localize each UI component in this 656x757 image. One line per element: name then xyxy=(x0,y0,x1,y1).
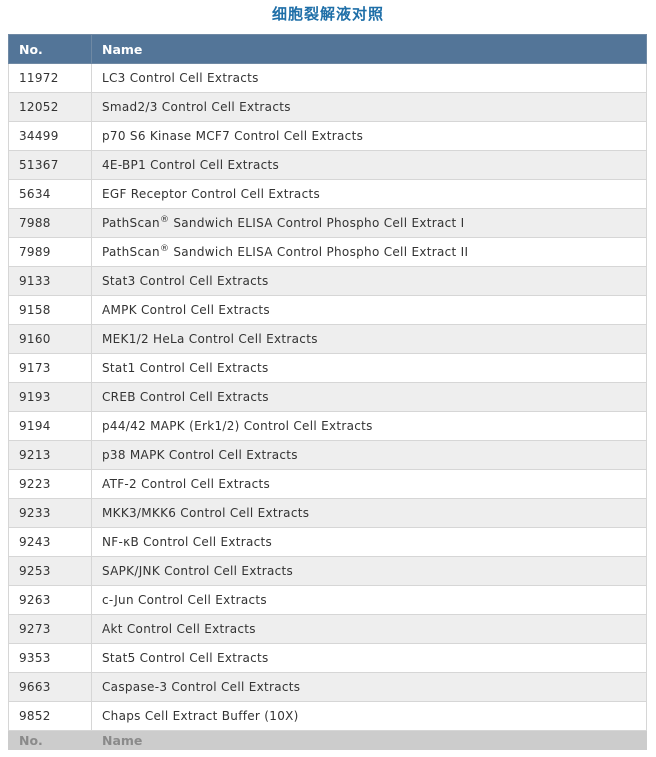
column-header-name: Name xyxy=(91,34,647,64)
cell-catalog-no: 51367 xyxy=(8,150,92,180)
cell-product-name: PathScan® Sandwich ELISA Control Phospho… xyxy=(91,208,647,238)
table-row: 7989 PathScan® Sandwich ELISA Control Pho… xyxy=(8,237,647,267)
cell-catalog-no: 9243 xyxy=(8,527,92,557)
cell-catalog-no: 9353 xyxy=(8,643,92,673)
cell-product-name: LC3 Control Cell Extracts xyxy=(91,63,647,93)
cell-product-name: Stat5 Control Cell Extracts xyxy=(91,643,647,673)
cell-product-name: MEK1/2 HeLa Control Cell Extracts xyxy=(91,324,647,354)
product-name-part: Sandwich ELISA Control Phospho Cell Extr… xyxy=(169,216,465,230)
cell-catalog-no: 9213 xyxy=(8,440,92,470)
table-row: 9353 Stat5 Control Cell Extracts xyxy=(8,643,647,673)
cell-product-name: Stat3 Control Cell Extracts xyxy=(91,266,647,296)
cell-catalog-no: 7988 xyxy=(8,208,92,238)
cell-catalog-no: 9173 xyxy=(8,353,92,383)
table-row: 9852 Chaps Cell Extract Buffer (10X) xyxy=(8,701,647,731)
cell-catalog-no: 7989 xyxy=(8,237,92,267)
cell-product-name: NF-κB Control Cell Extracts xyxy=(91,527,647,557)
footer-header-name: Name xyxy=(91,730,647,750)
table-row: 9223 ATF-2 Control Cell Extracts xyxy=(8,469,647,499)
table-row: 9263 c-Jun Control Cell Extracts xyxy=(8,585,647,615)
cell-catalog-no: 9158 xyxy=(8,295,92,325)
table-row: 9663 Caspase-3 Control Cell Extracts xyxy=(8,672,647,702)
table-row: 9253 SAPK/JNK Control Cell Extracts xyxy=(8,556,647,586)
table-row: 9133 Stat3 Control Cell Extracts xyxy=(8,266,647,296)
cell-catalog-no: 9194 xyxy=(8,411,92,441)
footer-header-no: No. xyxy=(8,730,92,750)
cell-product-name: Smad2/3 Control Cell Extracts xyxy=(91,92,647,122)
table-row: 9273 Akt Control Cell Extracts xyxy=(8,614,647,644)
table-row: 5634 EGF Receptor Control Cell Extracts xyxy=(8,179,647,209)
table-row: 51367 4E-BP1 Control Cell Extracts xyxy=(8,150,647,180)
table-footer-row: No. Name xyxy=(8,730,647,750)
cell-catalog-no: 9273 xyxy=(8,614,92,644)
cell-catalog-no: 9663 xyxy=(8,672,92,702)
table-row: 9160 MEK1/2 HeLa Control Cell Extracts xyxy=(8,324,647,354)
cell-catalog-no: 9160 xyxy=(8,324,92,354)
cell-product-name: Stat1 Control Cell Extracts xyxy=(91,353,647,383)
table-row: 11972 LC3 Control Cell Extracts xyxy=(8,63,647,93)
table-row: 9173 Stat1 Control Cell Extracts xyxy=(8,353,647,383)
cell-catalog-no: 9263 xyxy=(8,585,92,615)
cell-catalog-no: 9233 xyxy=(8,498,92,528)
table-row: 9243 NF-κB Control Cell Extracts xyxy=(8,527,647,557)
cell-product-name: AMPK Control Cell Extracts xyxy=(91,295,647,325)
cell-product-name: Chaps Cell Extract Buffer (10X) xyxy=(91,701,647,731)
product-name-part: PathScan xyxy=(102,216,160,230)
product-name-part: Sandwich ELISA Control Phospho Cell Extr… xyxy=(169,245,469,259)
cell-product-name: p70 S6 Kinase MCF7 Control Cell Extracts xyxy=(91,121,647,151)
table-row: 9194 p44/42 MAPK (Erk1/2) Control Cell Ex… xyxy=(8,411,647,441)
table-row: 12052 Smad2/3 Control Cell Extracts xyxy=(8,92,647,122)
cell-catalog-no: 5634 xyxy=(8,179,92,209)
table-row: 9233 MKK3/MKK6 Control Cell Extracts xyxy=(8,498,647,528)
registered-mark: ® xyxy=(159,244,170,254)
cell-product-name: p44/42 MAPK (Erk1/2) Control Cell Extrac… xyxy=(91,411,647,441)
cell-extracts-table: No. Name 11972 LC3 Control Cell Extracts 1… xyxy=(8,34,647,750)
table-row: 9193 CREB Control Cell Extracts xyxy=(8,382,647,412)
cell-catalog-no: 9223 xyxy=(8,469,92,499)
table-row: 9213 p38 MAPK Control Cell Extracts xyxy=(8,440,647,470)
product-name-part: PathScan xyxy=(102,245,160,259)
cell-catalog-no: 11972 xyxy=(8,63,92,93)
page-title: 细胞裂解液对照 xyxy=(271,5,384,23)
cell-product-name: EGF Receptor Control Cell Extracts xyxy=(91,179,647,209)
table-row: 9158 AMPK Control Cell Extracts xyxy=(8,295,647,325)
cell-product-name: Akt Control Cell Extracts xyxy=(91,614,647,644)
cell-product-name: CREB Control Cell Extracts xyxy=(91,382,647,412)
cell-catalog-no: 9193 xyxy=(8,382,92,412)
cell-catalog-no: 9133 xyxy=(8,266,92,296)
cell-product-name: c-Jun Control Cell Extracts xyxy=(91,585,647,615)
cell-product-name: PathScan® Sandwich ELISA Control Phospho… xyxy=(91,237,647,267)
table-row: 7988 PathScan® Sandwich ELISA Control Pho… xyxy=(8,208,647,238)
cell-product-name: p38 MAPK Control Cell Extracts xyxy=(91,440,647,470)
cell-product-name: 4E-BP1 Control Cell Extracts xyxy=(91,150,647,180)
cell-product-name: ATF-2 Control Cell Extracts xyxy=(91,469,647,499)
cell-catalog-no: 34499 xyxy=(8,121,92,151)
table-row: 34499 p70 S6 Kinase MCF7 Control Cell Ext… xyxy=(8,121,647,151)
registered-mark: ® xyxy=(159,215,170,225)
cell-product-name: MKK3/MKK6 Control Cell Extracts xyxy=(91,498,647,528)
cell-catalog-no: 12052 xyxy=(8,92,92,122)
table-header-row: No. Name xyxy=(8,34,647,64)
cell-catalog-no: 9253 xyxy=(8,556,92,586)
cell-product-name: Caspase-3 Control Cell Extracts xyxy=(91,672,647,702)
column-header-no: No. xyxy=(8,34,92,64)
cell-product-name: SAPK/JNK Control Cell Extracts xyxy=(91,556,647,586)
cell-catalog-no: 9852 xyxy=(8,701,92,731)
